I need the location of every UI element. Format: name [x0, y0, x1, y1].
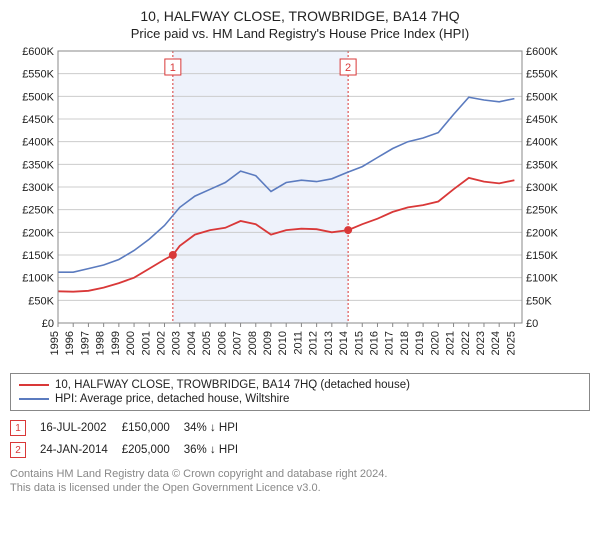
x-tick-label: 2015: [353, 331, 365, 355]
x-tick-label: 1999: [110, 331, 122, 355]
chart-area: £0 £0 £50K £50K £100K £100K £150K £150K £200K £20…: [10, 47, 590, 367]
x-tick-label: 2020: [429, 331, 441, 355]
y-tick-label-left: £550K: [22, 69, 54, 81]
y-tick-label-left: £50K: [28, 295, 54, 307]
y-tick-label-left: £450K: [22, 114, 54, 126]
y-tick-label-right: £150K: [526, 250, 558, 262]
x-tick-label: 2001: [140, 331, 152, 355]
footer-line-1: Contains HM Land Registry data © Crown c…: [10, 467, 590, 481]
x-tick-label: 2018: [399, 331, 411, 355]
sale-number-badge: 2: [10, 442, 26, 458]
x-tick-label: 2000: [125, 331, 137, 355]
x-tick-label: 2024: [490, 331, 502, 355]
y-tick-label-right: £450K: [526, 114, 558, 126]
x-tick-label: 2008: [247, 331, 259, 355]
y-tick-label-left: £600K: [22, 47, 54, 58]
y-tick-label-right: £50K: [526, 295, 552, 307]
table-row: 1 16-JUL-2002£150,00034% ↓ HPI: [10, 417, 252, 439]
footer-attribution: Contains HM Land Registry data © Crown c…: [10, 467, 590, 496]
x-tick-label: 2014: [338, 331, 350, 355]
x-tick-label: 2025: [505, 331, 517, 355]
sale-price: £205,000: [122, 439, 184, 461]
x-tick-label: 2022: [460, 331, 472, 355]
sale-marker-number: 1: [170, 62, 176, 74]
y-tick-label-left: £150K: [22, 250, 54, 262]
sale-price: £150,000: [122, 417, 184, 439]
y-tick-label-right: £200K: [526, 227, 558, 239]
x-tick-label: 2016: [368, 331, 380, 355]
legend-swatch: [19, 398, 49, 400]
y-tick-label-left: £350K: [22, 159, 54, 171]
x-tick-label: 2003: [171, 331, 183, 355]
legend: 10, HALFWAY CLOSE, TROWBRIDGE, BA14 7HQ …: [10, 373, 590, 411]
chart-subtitle: Price paid vs. HM Land Registry's House …: [10, 26, 590, 41]
legend-swatch: [19, 384, 49, 386]
x-tick-label: 2007: [232, 331, 244, 355]
y-tick-label-right: £350K: [526, 159, 558, 171]
legend-row: HPI: Average price, detached house, Wilt…: [19, 392, 581, 406]
legend-row: 10, HALFWAY CLOSE, TROWBRIDGE, BA14 7HQ …: [19, 378, 581, 392]
x-tick-label: 2002: [155, 331, 167, 355]
table-row: 2 24-JAN-2014£205,00036% ↓ HPI: [10, 439, 252, 461]
sale-marker-number: 2: [345, 62, 351, 74]
y-tick-label-right: £100K: [526, 273, 558, 285]
x-tick-label: 2013: [323, 331, 335, 355]
legend-label: HPI: Average price, detached house, Wilt…: [55, 393, 289, 405]
y-tick-label-right: £400K: [526, 137, 558, 149]
y-tick-label-right: £550K: [526, 69, 558, 81]
y-tick-label-left: £100K: [22, 273, 54, 285]
x-tick-label: 2006: [216, 331, 228, 355]
line-chart-svg: £0 £0 £50K £50K £100K £100K £150K £150K £200K £20…: [10, 47, 570, 367]
x-tick-label: 2004: [186, 331, 198, 355]
legend-label: 10, HALFWAY CLOSE, TROWBRIDGE, BA14 7HQ …: [55, 379, 410, 391]
y-tick-label-right: £300K: [526, 182, 558, 194]
sale-marker-dot: [169, 251, 177, 259]
sale-number-badge: 1: [10, 420, 26, 436]
y-tick-label-right: £250K: [526, 205, 558, 217]
sale-hpi-delta: 36% ↓ HPI: [184, 439, 252, 461]
x-tick-label: 1996: [64, 331, 76, 355]
y-tick-label-right: £600K: [526, 47, 558, 58]
x-tick-label: 2012: [308, 331, 320, 355]
sale-marker-dot: [344, 226, 352, 234]
x-tick-label: 2009: [262, 331, 274, 355]
y-tick-label-right: £0: [526, 318, 538, 330]
sale-date: 16-JUL-2002: [40, 417, 122, 439]
chart-title: 10, HALFWAY CLOSE, TROWBRIDGE, BA14 7HQ: [10, 8, 590, 24]
y-tick-label-left: £400K: [22, 137, 54, 149]
footer-line-2: This data is licensed under the Open Gov…: [10, 481, 590, 495]
x-tick-label: 2021: [445, 331, 457, 355]
x-tick-label: 2023: [475, 331, 487, 355]
y-tick-label-left: £250K: [22, 205, 54, 217]
x-tick-label: 2019: [414, 331, 426, 355]
x-tick-label: 2017: [384, 331, 396, 355]
sales-table: 1 16-JUL-2002£150,00034% ↓ HPI 2 24-JAN-201…: [10, 417, 252, 461]
x-tick-label: 2010: [277, 331, 289, 355]
x-tick-label: 1998: [95, 331, 107, 355]
sale-hpi-delta: 34% ↓ HPI: [184, 417, 252, 439]
y-tick-label-left: £300K: [22, 182, 54, 194]
x-tick-label: 2011: [292, 331, 304, 355]
y-tick-label-left: £500K: [22, 91, 54, 103]
x-tick-label: 1995: [49, 331, 61, 355]
x-tick-label: 2005: [201, 331, 213, 355]
y-tick-label-right: £500K: [526, 91, 558, 103]
x-tick-label: 1997: [79, 331, 91, 355]
sale-date: 24-JAN-2014: [40, 439, 122, 461]
y-tick-label-left: £0: [42, 318, 54, 330]
y-tick-label-left: £200K: [22, 227, 54, 239]
